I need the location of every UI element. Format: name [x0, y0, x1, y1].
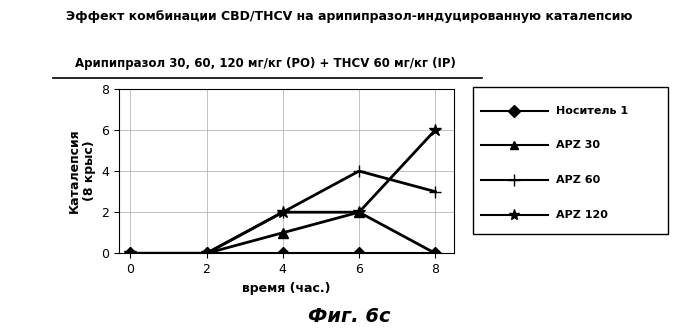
Носитель 1	[202, 251, 210, 255]
APZ 30	[202, 251, 210, 255]
Line: APZ 60: APZ 60	[124, 165, 442, 260]
APZ 120	[202, 251, 210, 255]
X-axis label: время (час.): время (час.)	[243, 282, 331, 294]
Text: Эффект комбинации CBD/THCV на арипипразол-индуцированную каталепсию: Эффект комбинации CBD/THCV на арипипразо…	[66, 10, 633, 23]
APZ 120	[431, 128, 440, 132]
Line: Носитель 1: Носитель 1	[126, 249, 440, 258]
Line: APZ 120: APZ 120	[124, 124, 442, 260]
Text: APZ 30: APZ 30	[556, 140, 600, 150]
APZ 30	[355, 210, 363, 214]
Носитель 1	[126, 251, 134, 255]
Text: Арипипразол 30, 60, 120 мг/кг (РО) + THCV 60 мг/кг (IP): Арипипразол 30, 60, 120 мг/кг (РО) + THC…	[0, 328, 1, 329]
Text: APZ 120: APZ 120	[556, 210, 608, 220]
Носитель 1	[279, 251, 287, 255]
APZ 60	[355, 169, 363, 173]
APZ 30	[279, 231, 287, 235]
Y-axis label: Каталепсия
(8 крыс): Каталепсия (8 крыс)	[68, 129, 96, 214]
APZ 30	[126, 251, 134, 255]
APZ 60	[431, 190, 440, 193]
APZ 60	[279, 210, 287, 214]
Line: APZ 30: APZ 30	[125, 207, 440, 258]
FancyBboxPatch shape	[473, 87, 668, 234]
APZ 120	[355, 210, 363, 214]
Text: APZ 60: APZ 60	[556, 175, 600, 185]
APZ 120	[126, 251, 134, 255]
APZ 60	[126, 251, 134, 255]
Text: Арипипразол 30, 60, 120 мг/кг (РО) + THCV 60 мг/кг (IP): Арипипразол 30, 60, 120 мг/кг (РО) + THC…	[75, 57, 456, 70]
Носитель 1	[355, 251, 363, 255]
APZ 60	[202, 251, 210, 255]
Text: Фиг. 6с: Фиг. 6с	[308, 307, 391, 326]
Text: Носитель 1: Носитель 1	[556, 106, 628, 115]
APZ 120	[279, 210, 287, 214]
Носитель 1	[431, 251, 440, 255]
APZ 30	[431, 251, 440, 255]
